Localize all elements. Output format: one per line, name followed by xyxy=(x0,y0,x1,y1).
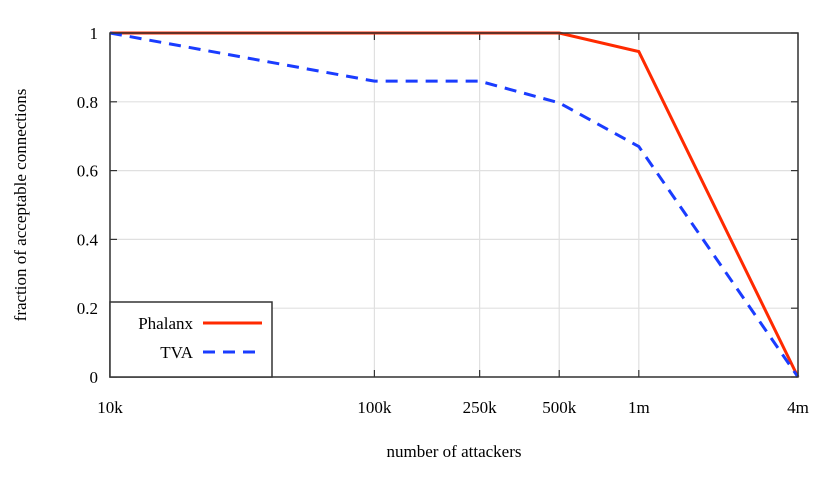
legend: Phalanx TVA xyxy=(110,302,272,377)
y-tick-label: 0.2 xyxy=(77,299,98,318)
y-tick-label: 0.4 xyxy=(77,230,99,249)
x-tick-label: 10k xyxy=(97,398,123,417)
y-axis-label: fraction of acceptable connections xyxy=(11,89,30,322)
x-tick-label: 4m xyxy=(787,398,809,417)
y-tick-label: 0.8 xyxy=(77,93,98,112)
y-tick-label: 0 xyxy=(90,368,99,387)
legend-label: TVA xyxy=(160,343,193,362)
y-tick-label: 1 xyxy=(90,24,99,43)
x-tick-label: 250k xyxy=(463,398,498,417)
x-tick-label: 1m xyxy=(628,398,650,417)
x-tick-label: 100k xyxy=(357,398,392,417)
y-tick-label: 0.6 xyxy=(77,162,98,181)
x-tick-label: 500k xyxy=(542,398,577,417)
x-axis-label: number of attackers xyxy=(387,442,522,461)
legend-label: Phalanx xyxy=(138,314,193,333)
